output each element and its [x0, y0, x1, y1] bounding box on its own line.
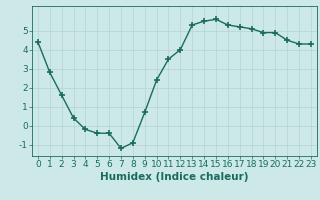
- X-axis label: Humidex (Indice chaleur): Humidex (Indice chaleur): [100, 172, 249, 182]
